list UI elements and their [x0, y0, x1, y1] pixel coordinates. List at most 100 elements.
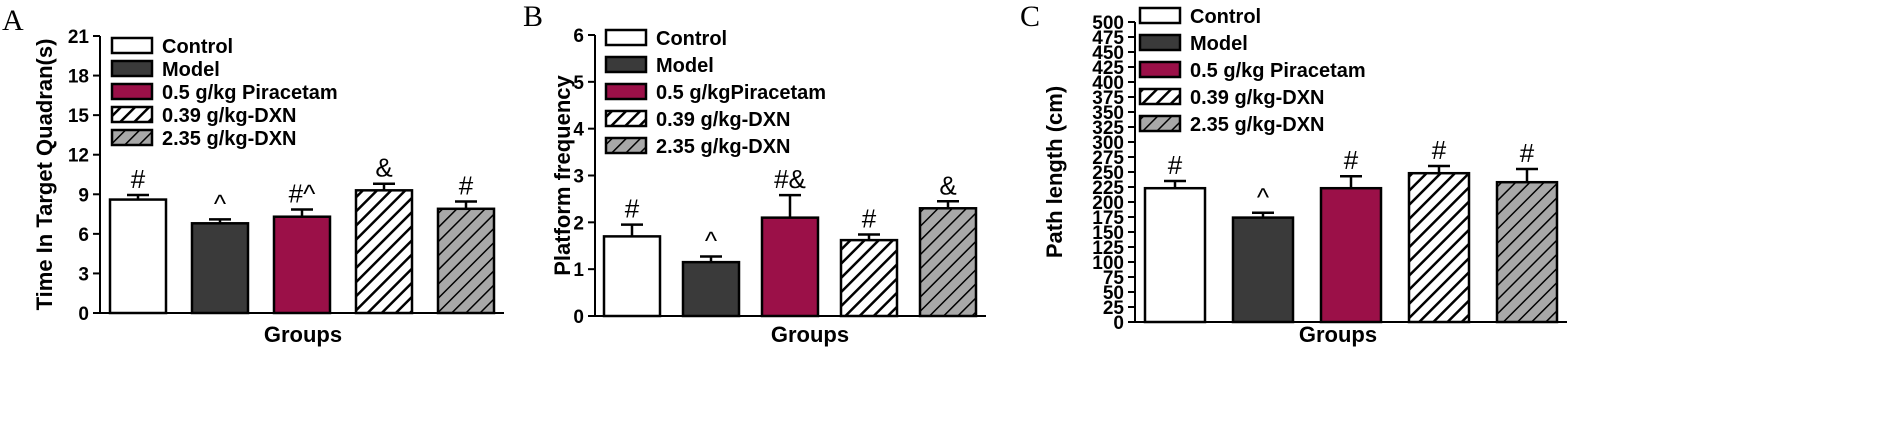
bar-1	[602, 235, 662, 318]
legend-swatch	[1138, 33, 1182, 52]
y-tick-label: 275	[1092, 148, 1124, 169]
y-tick-label: 350	[1092, 103, 1124, 124]
legend-label: Control	[656, 28, 727, 50]
significance-label: #	[459, 171, 474, 201]
y-tick-label: 6	[78, 225, 89, 246]
bar-2	[681, 260, 741, 318]
x-axis-title: Groups	[264, 322, 342, 347]
bar-4	[354, 189, 414, 315]
y-tick-label: 375	[1092, 88, 1124, 109]
y-tick-label: 3	[78, 264, 89, 285]
bar-2	[190, 222, 250, 315]
legend-swatch	[1138, 87, 1182, 106]
legend-swatch	[1138, 114, 1182, 133]
legend-label: 2.35 g/kg-DXN	[1190, 114, 1324, 136]
legend-swatch	[1138, 60, 1182, 79]
y-tick-label: 400	[1092, 73, 1124, 94]
legend-swatch	[604, 28, 648, 47]
panel-a: A 0 3 6 9 12 15 18 21 Time In Target Quadran(s) Gr…	[2, 4, 504, 347]
legend-swatch	[604, 109, 648, 128]
bar-5	[918, 207, 978, 318]
y-tick-label: 12	[68, 146, 89, 167]
y-tick-label: 1	[573, 260, 584, 281]
y-tick-label: 75	[1103, 268, 1125, 289]
legend-label: Model	[1190, 33, 1248, 55]
y-tick-label: 25	[1103, 298, 1125, 319]
legend-label: Model	[162, 59, 220, 81]
significance-label: #	[131, 164, 146, 194]
x-axis-title: Groups	[1299, 322, 1377, 347]
y-tick-label: 500	[1092, 13, 1124, 34]
panel-letter: B	[523, 0, 543, 33]
panel-letter: C	[1020, 0, 1040, 33]
significance-label: #&	[774, 164, 806, 194]
legend-label: 0.39 g/kg-DXN	[1190, 87, 1324, 109]
significance-label: #	[625, 194, 640, 224]
y-tick-label: 0	[1113, 313, 1124, 334]
y-tick-label: 0	[573, 307, 584, 328]
y-axis-title: Path length (cm)	[1042, 86, 1067, 258]
y-tick-label: 150	[1092, 223, 1124, 244]
significance-label: #	[1168, 150, 1183, 180]
legend-swatch	[604, 82, 648, 101]
legend-swatch	[1138, 6, 1182, 25]
legend-label: Model	[656, 55, 714, 77]
significance-label: ^	[1257, 182, 1270, 212]
legend-swatch	[604, 55, 648, 74]
x-axis-title: Groups	[771, 322, 849, 347]
y-tick-label: 450	[1092, 43, 1124, 64]
y-tick-label: 18	[68, 67, 89, 88]
y-tick-label: 5	[573, 73, 584, 94]
significance-label: &	[375, 153, 392, 183]
significance-label: #	[1344, 145, 1359, 175]
legend-swatch	[110, 36, 154, 55]
panel-letter: A	[2, 4, 24, 37]
bar-5	[436, 207, 496, 315]
panel-c: C 025507510012515017520022525027530032535…	[1020, 0, 1567, 347]
y-tick-label: 50	[1103, 283, 1124, 304]
legend-swatch	[110, 82, 154, 101]
y-tick-label: 325	[1092, 118, 1124, 139]
y-axis-title: Time In Target Quadran(s)	[32, 39, 57, 311]
y-axis-title: Platform frequency	[550, 74, 575, 275]
y-tick-label: 200	[1092, 193, 1124, 214]
legend-label: 0.5 g/kg Piracetam	[1190, 60, 1366, 82]
y-tick-label: 175	[1092, 208, 1124, 229]
significance-label: #	[1432, 135, 1447, 165]
legend-label: 2.35 g/kg-DXN	[162, 128, 296, 150]
bar-1	[108, 198, 168, 315]
legend-swatch	[110, 105, 154, 124]
legend-label: 0.39 g/kg-DXN	[656, 109, 790, 131]
legend-label: Control	[162, 36, 233, 58]
bar-5	[1495, 180, 1559, 324]
legend-label: 2.35 g/kg-DXN	[656, 136, 790, 158]
y-tick-label: 0	[78, 304, 89, 325]
y-tick-label: 9	[78, 185, 89, 206]
bar-3	[1319, 186, 1383, 324]
y-tick-label: 4	[573, 120, 584, 141]
significance-label: #^	[289, 178, 316, 208]
y-tick-label: 2	[573, 213, 584, 234]
y-tick-label: 6	[573, 26, 584, 47]
y-tick-label: 425	[1092, 58, 1124, 79]
legend-label: 0.5 g/kgPiracetam	[656, 82, 826, 104]
y-tick-label: 15	[68, 106, 90, 127]
y-tick-label: 475	[1092, 28, 1124, 49]
y-tick-label: 250	[1092, 163, 1124, 184]
significance-label: ^	[214, 188, 227, 218]
bar-4	[1407, 171, 1471, 324]
bar-1	[1143, 186, 1207, 324]
significance-label: ^	[705, 226, 718, 256]
significance-label: #	[862, 204, 877, 234]
significance-label: #	[1520, 138, 1535, 168]
legend-swatch	[604, 136, 648, 155]
bar-2	[1231, 216, 1295, 324]
y-tick-label: 300	[1092, 133, 1124, 154]
y-tick-label: 100	[1092, 253, 1124, 274]
y-tick-label: 125	[1092, 238, 1124, 259]
bar-3	[272, 215, 332, 315]
legend-label: Control	[1190, 6, 1261, 28]
legend-swatch	[110, 128, 154, 147]
